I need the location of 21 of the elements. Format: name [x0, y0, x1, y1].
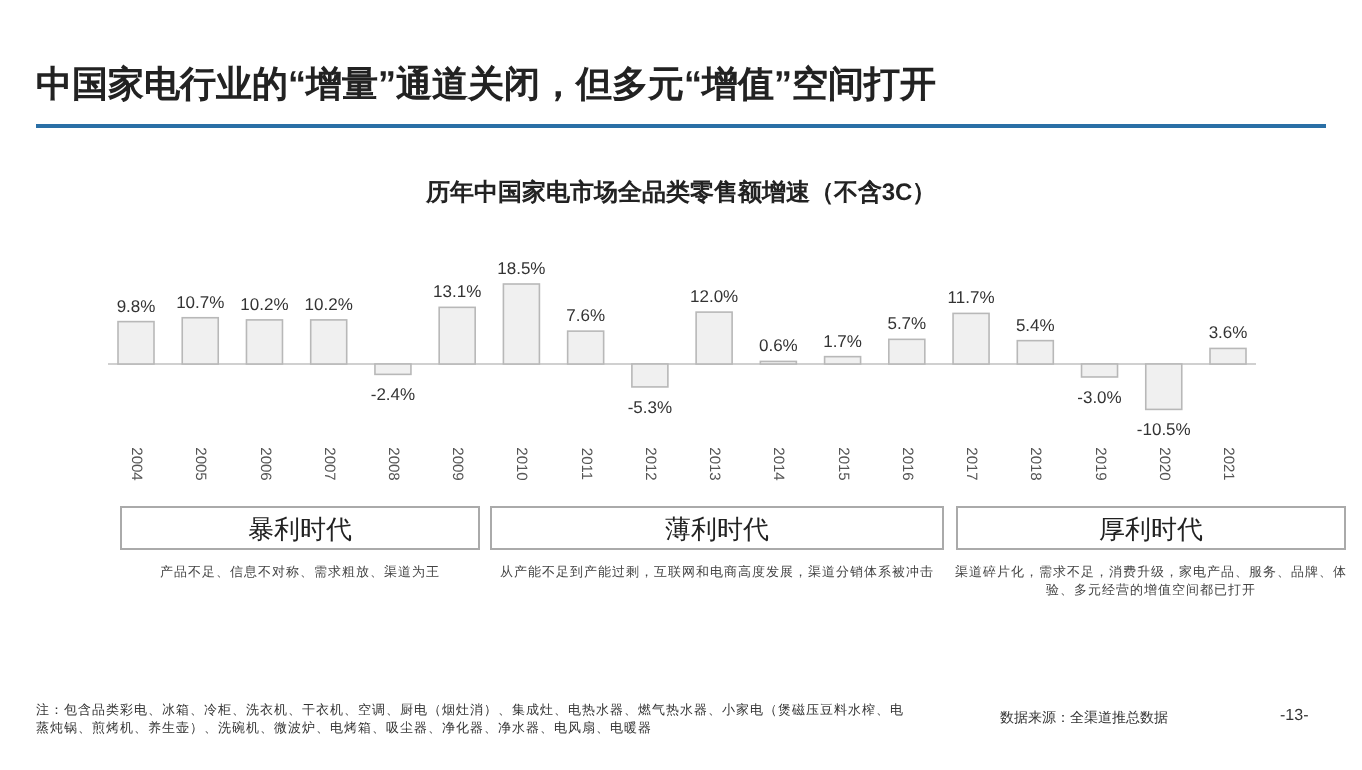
page: -13-: [1280, 706, 1309, 724]
data-label: 3.6%: [1208, 322, 1249, 343]
subtitle: 历年中国家电市场全品类零售额增速（不含3C）: [423, 176, 939, 210]
data-label: 0.6%: [758, 335, 799, 356]
data-label: 11.7%: [947, 287, 996, 308]
data-label: 10.2%: [240, 293, 290, 314]
data-label: -10.5%: [1136, 419, 1192, 440]
data-label: 10.2%: [304, 293, 354, 314]
data-label: -2.4%: [370, 384, 417, 405]
data-label: 18.5%: [497, 258, 547, 278]
data-label: 13.1%: [433, 281, 483, 302]
data-label: -5.3%: [627, 396, 673, 417]
data-label: 5.4%: [1015, 314, 1056, 335]
data-label: 5.7%: [887, 313, 928, 334]
data-label: 12.0%: [690, 286, 740, 307]
data-label: 9.8%: [116, 295, 157, 316]
data-label: -3.0%: [1077, 386, 1123, 407]
data-label: 1.7%: [823, 330, 863, 351]
data-label: 10.7%: [176, 291, 226, 312]
data-label: 7.6%: [566, 305, 606, 326]
title: 中国家电行业的“增量”通道关闭，但多元“增值”空间打开: [36, 62, 936, 108]
